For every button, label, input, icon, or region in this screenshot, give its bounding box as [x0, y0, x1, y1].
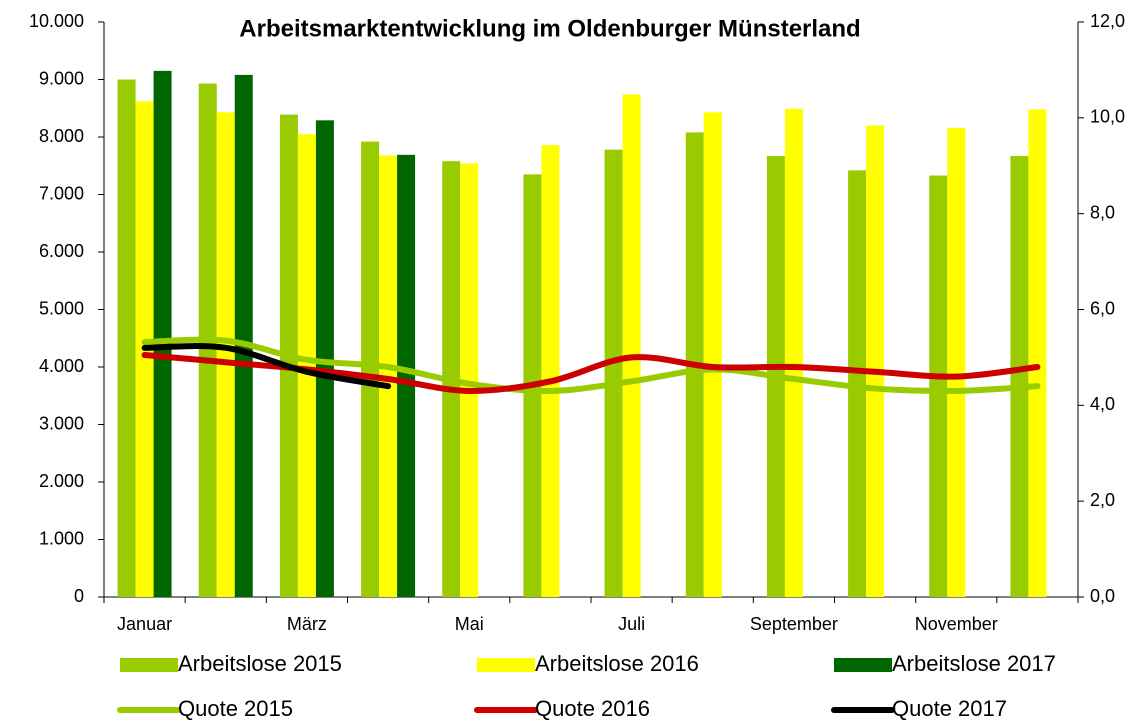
line	[141, 336, 1041, 395]
bar	[297, 134, 316, 597]
bar	[315, 120, 334, 597]
bar	[460, 163, 479, 597]
x-tick-label: Juli	[618, 614, 645, 634]
bar	[622, 94, 641, 597]
legend-label: Arbeitslose 2016	[535, 651, 699, 676]
bar	[1010, 155, 1029, 597]
y2-tick-label: 4,0	[1090, 394, 1115, 414]
bar	[1028, 109, 1047, 598]
legend-label: Quote 2015	[178, 696, 293, 721]
bar	[397, 154, 416, 597]
bar	[604, 149, 623, 597]
legend-swatch	[834, 658, 892, 672]
y2-tick-label: 0,0	[1090, 586, 1115, 606]
y2-tick-label: 12,0	[1090, 11, 1125, 31]
y2-tick-label: 8,0	[1090, 202, 1115, 222]
y2-tick-label: 6,0	[1090, 298, 1115, 318]
y-tick-label: 0	[74, 586, 84, 606]
y-tick-label: 7.000	[39, 183, 84, 203]
y-tick-label: 8.000	[39, 126, 84, 146]
y-tick-label: 4.000	[39, 356, 84, 376]
x-tick-label: November	[915, 614, 998, 634]
legend-label: Arbeitslose 2017	[892, 651, 1056, 676]
chart-title: Arbeitsmarktentwicklung im Oldenburger M…	[239, 15, 860, 42]
y-tick-label: 10.000	[29, 11, 84, 31]
y-tick-label: 9.000	[39, 68, 84, 88]
legend-label: Quote 2017	[892, 696, 1007, 721]
y-tick-label: 2.000	[39, 471, 84, 491]
x-tick-label: März	[287, 614, 327, 634]
bar	[866, 125, 885, 597]
bar	[361, 141, 380, 597]
bar	[216, 112, 235, 598]
y2-tick-label: 2,0	[1090, 490, 1115, 510]
bar	[929, 175, 948, 597]
bar	[153, 70, 172, 597]
legend-swatch	[477, 658, 535, 672]
bar	[234, 74, 253, 597]
y-tick-label: 1.000	[39, 528, 84, 548]
y-tick-label: 5.000	[39, 298, 84, 318]
x-tick-label: Mai	[455, 614, 484, 634]
bar	[784, 108, 803, 597]
bar	[541, 145, 560, 598]
legend-swatch	[120, 658, 178, 672]
legend-label: Quote 2016	[535, 696, 650, 721]
bar	[117, 79, 136, 597]
y-tick-label: 3.000	[39, 413, 84, 433]
line	[141, 343, 392, 390]
bar	[703, 112, 722, 598]
bar	[848, 170, 867, 597]
y2-tick-label: 10,0	[1090, 107, 1125, 127]
y-tick-label: 6.000	[39, 241, 84, 261]
bar	[947, 127, 966, 598]
x-tick-label: Januar	[117, 614, 172, 634]
legend-label: Arbeitslose 2015	[178, 651, 342, 676]
x-tick-label: September	[750, 614, 838, 634]
